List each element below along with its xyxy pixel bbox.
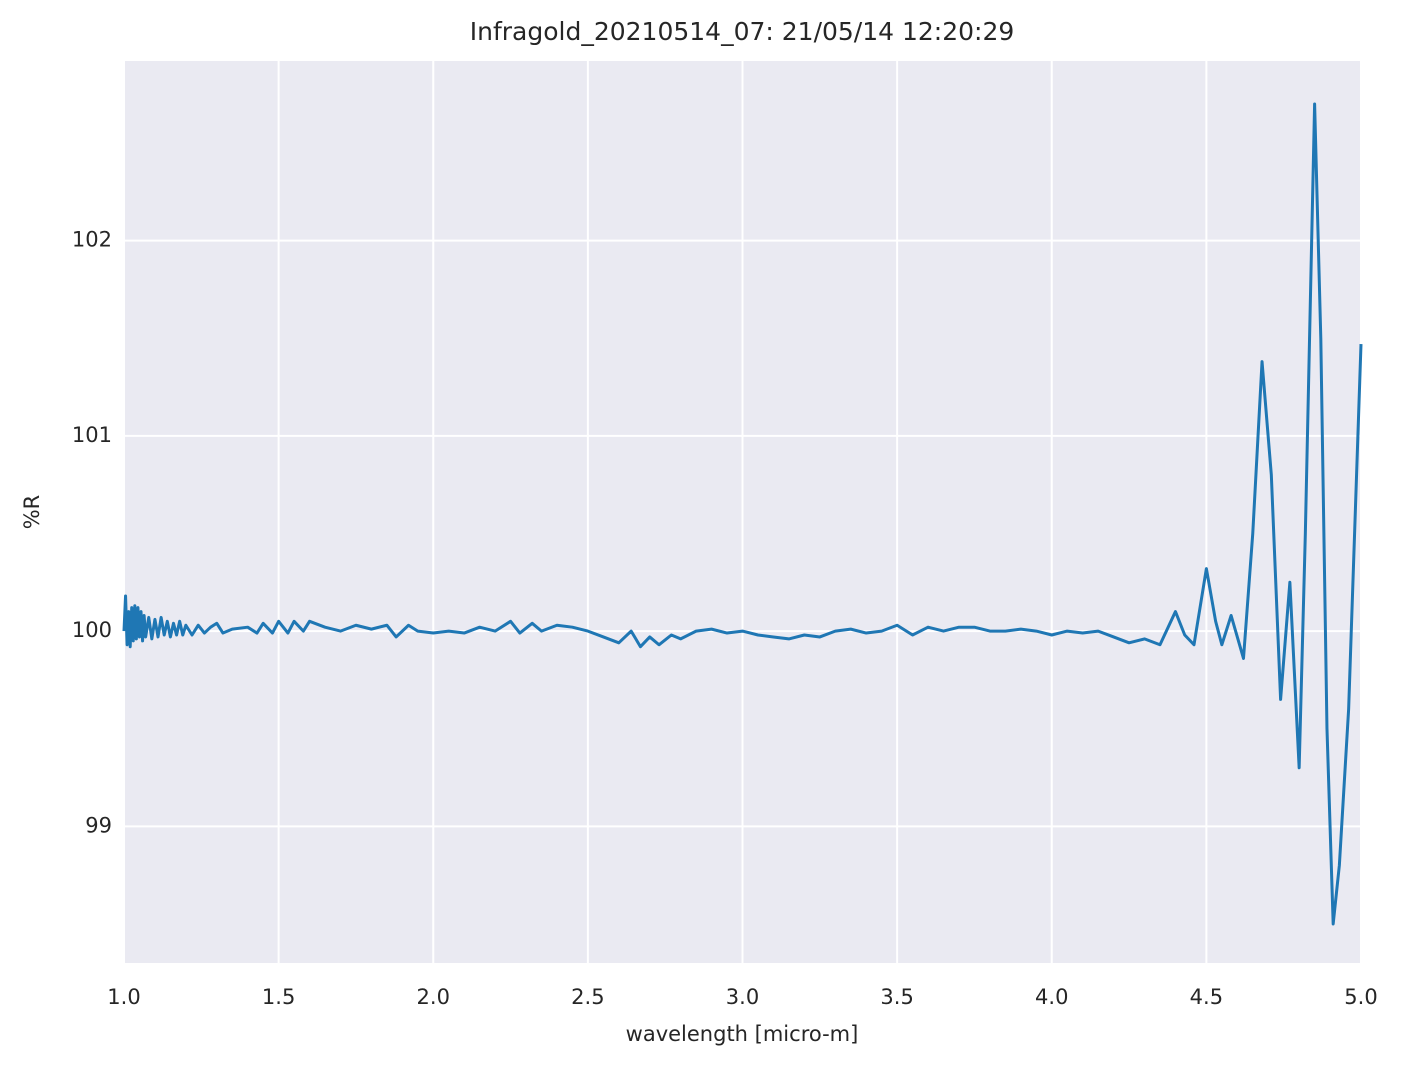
chart-title: Infragold_20210514_07: 21/05/14 12:20:29	[470, 17, 1015, 46]
y-tick-label: 101	[72, 423, 112, 447]
data-line	[122, 102, 1363, 926]
x-tick-label: 1.0	[107, 985, 140, 1009]
x-tick-label: 4.5	[1190, 985, 1223, 1009]
x-tick-label: 5.0	[1344, 985, 1377, 1009]
y-tick-label: 102	[72, 228, 112, 252]
x-axis-label: wavelength [micro-m]	[626, 1022, 859, 1046]
x-tick-label: 3.0	[726, 985, 759, 1009]
y-axis-label: %R	[20, 495, 44, 530]
x-tick-label: 3.5	[880, 985, 913, 1009]
y-tick-label: 100	[72, 618, 112, 642]
y-tick-label: 99	[85, 813, 112, 837]
x-tick-label: 1.5	[262, 985, 295, 1009]
x-tick-label: 4.0	[1035, 985, 1068, 1009]
x-tick-label: 2.5	[571, 985, 604, 1009]
x-tick-label: 2.0	[417, 985, 450, 1009]
